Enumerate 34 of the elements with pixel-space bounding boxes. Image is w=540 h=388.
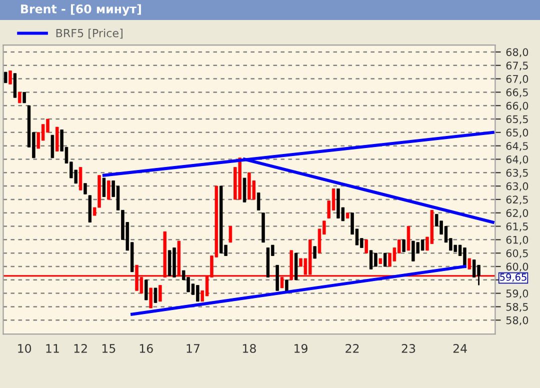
x-tick-label: 23	[402, 344, 416, 353]
x-tick-label: 16	[140, 344, 153, 353]
y-tick-label: 64,5	[506, 142, 528, 151]
y-tick-label: 63,5	[506, 168, 528, 178]
y-tick-label: 68,0	[506, 48, 528, 58]
y-tick-label: 60,5	[506, 249, 528, 258]
y-tick-label: 58,0	[506, 316, 528, 326]
x-tick-label: 10	[18, 344, 32, 353]
y-tick-label: 61,5	[506, 222, 528, 232]
y-tick-label: 65,5	[506, 115, 528, 124]
x-tick-label: 18	[242, 344, 256, 353]
ref-line-label: 59,65	[500, 273, 526, 282]
y-tick-label: 58,5	[506, 302, 528, 312]
x-tick-label: 22	[346, 344, 359, 353]
y-tick-label: 62,0	[506, 209, 528, 218]
y-tick-label: 60,0	[506, 262, 528, 272]
y-tick-label: 67,0	[506, 75, 528, 84]
x-tick-label: 11	[46, 344, 59, 353]
y-tick-label: 59,0	[506, 290, 528, 298]
y-tick-label: 61,0	[506, 236, 528, 245]
chart-title: Brent - [60 минут]	[21, 4, 141, 16]
legend-label: BRF5 [Price]	[56, 28, 122, 39]
y-tick-label: 66,0	[506, 102, 528, 111]
y-tick-label: 62,5	[506, 196, 528, 205]
y-tick-label: 67,5	[506, 62, 528, 71]
x-tick-label: 19	[294, 344, 308, 353]
x-tick-label: 12	[74, 344, 87, 353]
x-tick-label: 17	[186, 344, 200, 353]
x-tick-label: 24	[453, 344, 467, 353]
x-tick-label: 15	[102, 344, 116, 353]
y-tick-label: 65,0	[506, 128, 528, 138]
y-tick-label: 63,0	[506, 182, 528, 192]
y-tick-label: 64,0	[506, 155, 528, 164]
y-tick-label: 66,5	[506, 88, 528, 98]
